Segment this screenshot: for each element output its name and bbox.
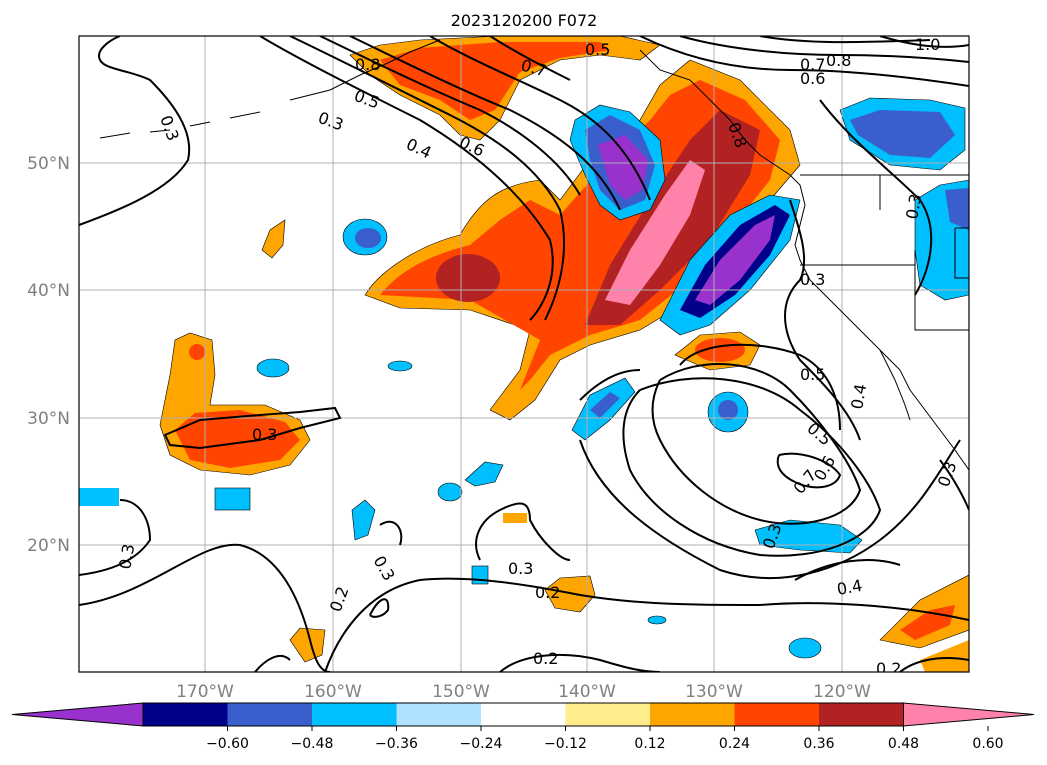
colorbar-segment — [227, 703, 312, 726]
colorbar-segment — [396, 703, 481, 726]
contour-label: 0.7 — [800, 55, 825, 74]
colorbar-segment — [819, 703, 904, 726]
contour-label: 0.3 — [800, 270, 825, 289]
lon-label-150w: 150°W — [432, 682, 490, 702]
top-strip-red — [380, 42, 610, 120]
colorbar-extend-low — [11, 702, 144, 727]
colorbar-tick-label: 0.36 — [803, 736, 834, 752]
lat-label-50n: 50°N — [27, 154, 70, 174]
positive-core-pink — [605, 160, 705, 305]
neg-band-core — [695, 215, 775, 305]
neg-bit-9 — [256, 358, 290, 378]
lon-label-120w: 120°W — [813, 682, 871, 702]
contour-label: 0.3 — [115, 542, 138, 570]
neg-bit-5-core — [850, 110, 955, 158]
contour-label: 0.8 — [826, 51, 851, 70]
map-title: 2023120200 F072 — [451, 11, 598, 30]
contour-label: 0.3 — [508, 559, 533, 578]
neg-bit-10 — [387, 360, 413, 372]
contour-label: 0.6 — [800, 69, 825, 88]
pos-bit-7 — [920, 640, 969, 672]
neg-bit-12 — [437, 482, 463, 502]
colorbar-tick-label: 0.24 — [719, 736, 750, 752]
colorbar-tick-label: 0.60 — [972, 736, 1003, 752]
neg-bit-1-core — [355, 228, 381, 248]
colorbar-tick-label: −0.48 — [291, 736, 334, 752]
neg-bit-7 — [214, 487, 251, 511]
colorbar-tick-label: −0.36 — [375, 736, 418, 752]
colorbar-tick-label: 0.12 — [634, 736, 665, 752]
contour-label: 0.3 — [252, 425, 277, 444]
neg-bit-8 — [79, 488, 119, 506]
colorbar-extend-high — [903, 702, 1035, 727]
colorbar-tick-label: −0.24 — [460, 736, 503, 752]
colorbar-border — [142, 702, 904, 727]
pos-bit-4 — [289, 627, 326, 663]
contour-label: 1.0 — [915, 35, 940, 54]
contour-label: 0.2 — [535, 583, 560, 602]
colorbar-segment — [143, 703, 228, 726]
lon-label-140w: 140°W — [558, 682, 616, 702]
neg-bit-15 — [788, 637, 822, 659]
pos-bit-1 — [261, 219, 286, 259]
colorbar-tick-label: −0.60 — [206, 736, 249, 752]
colorbar: −0.60 −0.48 −0.36 −0.24 −0.12 0.12 0.24 0.36 0.4… — [11, 702, 1035, 752]
colorbar-segment — [481, 703, 566, 726]
left-blob-dark — [189, 344, 205, 360]
contours — [79, 36, 969, 672]
map-border — [78, 35, 970, 673]
lat-label-20n: 20°N — [27, 536, 70, 556]
lat-labels: 50°N 40°N 30°N 20°N — [27, 154, 70, 556]
contour-label: 0.8 — [355, 55, 380, 74]
contour-label: 0.5 — [800, 365, 825, 384]
contour-label: 0.5 — [585, 40, 610, 59]
lat-label-30n: 30°N — [27, 409, 70, 429]
colorbar-segment — [565, 703, 650, 726]
neg-bit-11 — [464, 461, 504, 487]
pos-bit-5 — [503, 513, 527, 523]
neg-bit-16 — [647, 615, 667, 625]
neg-blob-north-core — [598, 135, 648, 200]
neg-bit-3-core — [718, 400, 738, 420]
colorbar-segment — [650, 703, 735, 726]
contour-label: 0.4 — [835, 576, 863, 599]
contour-label: 0.3 — [902, 192, 925, 220]
neg-bit-2-core — [590, 392, 620, 418]
colorbar-segment — [734, 703, 819, 726]
neg-bit-6-core — [945, 188, 969, 230]
lon-label-160w: 160°W — [304, 682, 362, 702]
colorbar-segment — [312, 703, 397, 726]
contour-label: 0.2 — [533, 649, 558, 668]
lat-label-40n: 40°N — [27, 281, 70, 301]
lon-label-130w: 130°W — [685, 682, 743, 702]
neg-bit-13 — [351, 499, 376, 541]
colorbar-tick-label: 0.48 — [888, 736, 919, 752]
contour-label: 0.4 — [847, 382, 870, 410]
contour-label: 0.2 — [876, 659, 901, 678]
left-blob-red — [175, 410, 300, 468]
positive-core-1 — [436, 254, 500, 302]
lon-label-170w: 170°W — [176, 682, 234, 702]
lon-labels: 170°W 160°W 150°W 140°W 130°W 120°W — [176, 682, 871, 702]
gridlines — [79, 36, 969, 672]
colorbar-tick-label: −0.12 — [544, 736, 587, 752]
coastlines — [99, 39, 969, 471]
